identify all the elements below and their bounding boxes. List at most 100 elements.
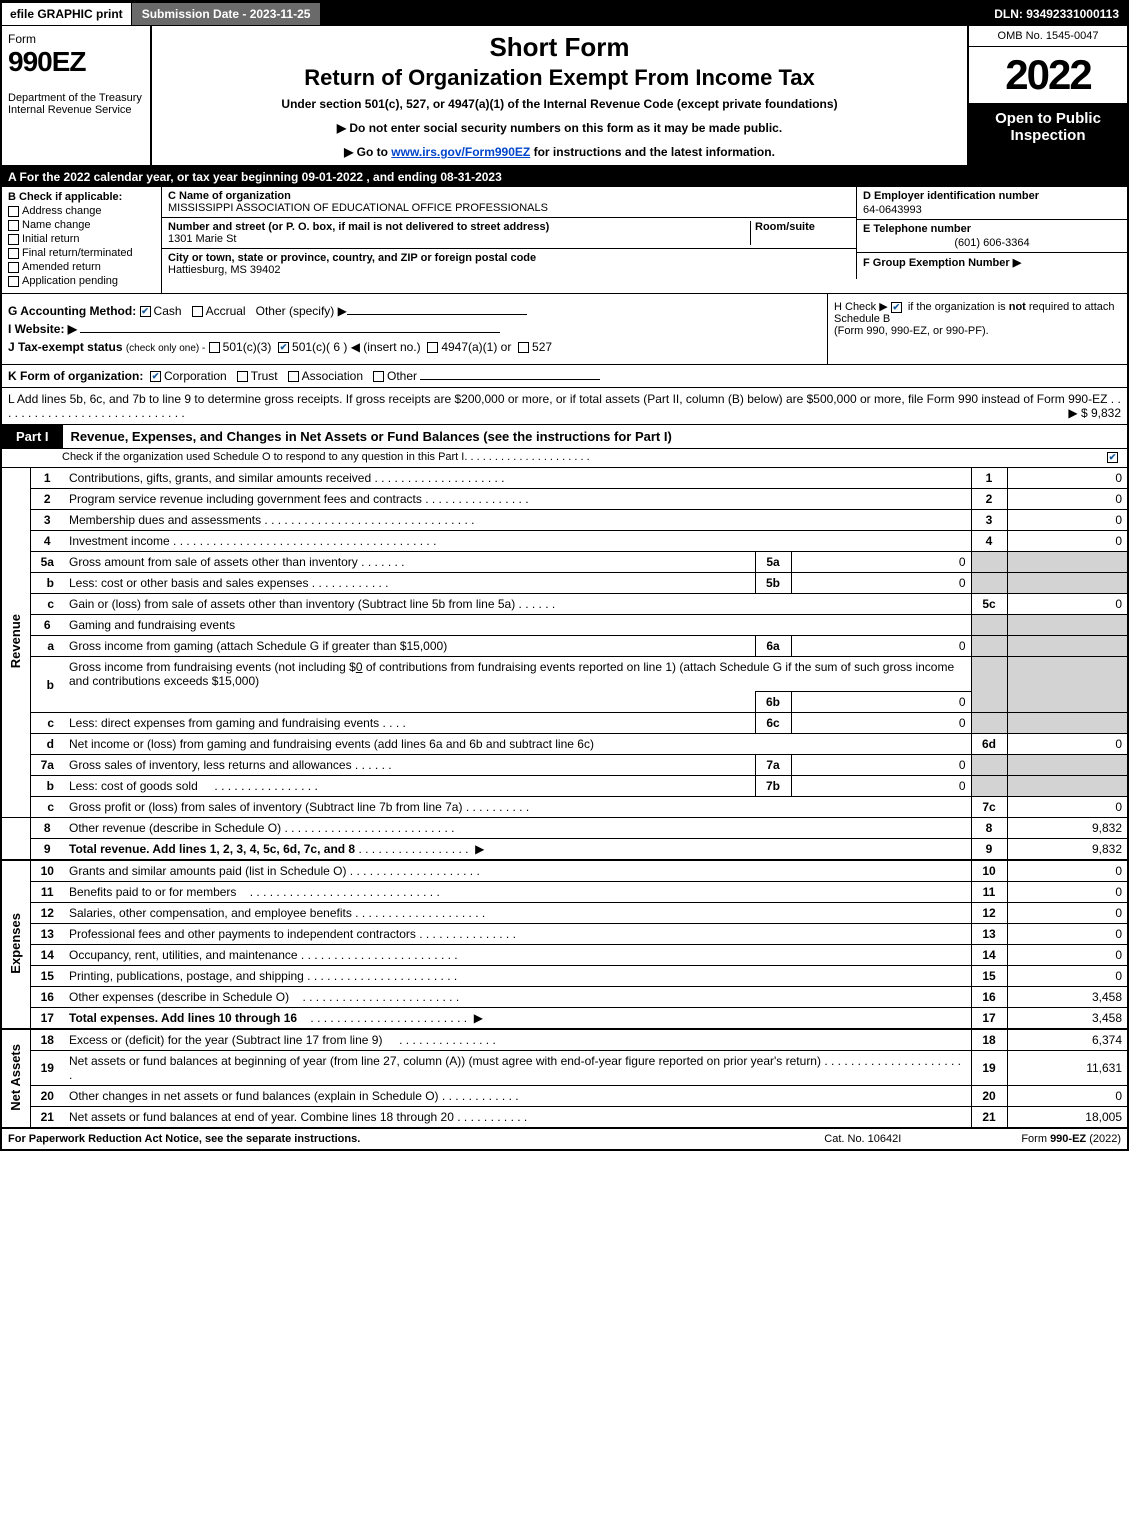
subtitle: Under section 501(c), 527, or 4947(a)(1)… (162, 97, 957, 111)
ln-6b-mid-v: 0 (791, 692, 971, 713)
chk-corporation[interactable] (150, 371, 161, 382)
ln-6b-shade-v (1007, 657, 1127, 713)
ln-2-box: 2 (971, 489, 1007, 510)
chk-amended-return[interactable] (8, 262, 19, 273)
ln-16-box: 16 (971, 987, 1007, 1008)
ln-15-desc: Printing, publications, postage, and shi… (64, 966, 971, 987)
h-text1: H Check ▶ (834, 301, 888, 313)
ln-20-val: 0 (1007, 1086, 1127, 1107)
ln-4-num: 4 (30, 531, 64, 552)
website-input[interactable] (80, 332, 500, 333)
ln-5a-shade (971, 552, 1007, 573)
ln-6-shade-v (1007, 615, 1127, 636)
irs-link[interactable]: www.irs.gov/Form990EZ (391, 145, 530, 159)
part-1-tab: Part I (2, 425, 63, 448)
ln-6b-desc-bot (64, 692, 755, 713)
chk-initial-return[interactable] (8, 234, 19, 245)
h-text4: (Form 990, 990-EZ, or 990-PF). (834, 325, 989, 337)
k-other-input[interactable] (420, 379, 600, 380)
ln-15-box: 15 (971, 966, 1007, 987)
ln-12-box: 12 (971, 903, 1007, 924)
ln-1-num: 1 (30, 468, 64, 489)
part-1-sub-text: Check if the organization used Schedule … (62, 451, 464, 463)
ln-12-desc: Salaries, other compensation, and employ… (64, 903, 971, 924)
b-item-5: Application pending (22, 275, 118, 287)
side-expenses: Expenses (2, 860, 30, 1029)
i-label: I Website: ▶ (8, 322, 77, 336)
ln-5a-mid-v: 0 (791, 552, 971, 573)
ln-2-val: 0 (1007, 489, 1127, 510)
b-item-1: Name change (22, 219, 91, 231)
chk-4947[interactable] (427, 342, 438, 353)
g-other-input[interactable] (347, 314, 527, 315)
ln-4-val: 0 (1007, 531, 1127, 552)
row-j: J Tax-exempt status (check only one) - 5… (8, 340, 821, 354)
ln-11-num: 11 (30, 882, 64, 903)
f-label: F Group Exemption Number ▶ (863, 257, 1021, 269)
ln-19-box: 19 (971, 1051, 1007, 1086)
chk-schedule-b[interactable] (891, 302, 902, 313)
ln-7a-shade (971, 755, 1007, 776)
ln-5c-desc: Gain or (loss) from sale of assets other… (64, 594, 971, 615)
ln-15-val: 0 (1007, 966, 1127, 987)
ln-6a-shade (971, 636, 1007, 657)
ln-5a-mid-n: 5a (755, 552, 791, 573)
ln-6a-desc: Gross income from gaming (attach Schedul… (64, 636, 755, 657)
ln-6c-shade-v (1007, 713, 1127, 734)
chk-cash[interactable] (140, 306, 151, 317)
org-street: 1301 Marie St (168, 233, 236, 245)
g-accrual: Accrual (206, 304, 246, 318)
k-opt-1: Trust (251, 369, 278, 383)
chk-association[interactable] (288, 371, 299, 382)
chk-application-pending[interactable] (8, 276, 19, 287)
ln-6c-mid-n: 6c (755, 713, 791, 734)
chk-trust[interactable] (237, 371, 248, 382)
chk-accrual[interactable] (192, 306, 203, 317)
chk-address-change[interactable] (8, 206, 19, 217)
chk-other-org[interactable] (373, 371, 384, 382)
section-def: D Employer identification number 64-0643… (857, 187, 1127, 279)
ln-6a-num: a (30, 636, 64, 657)
row-k: K Form of organization: Corporation Trus… (2, 365, 1127, 388)
chk-schedule-o[interactable] (1107, 452, 1118, 463)
g-label: G Accounting Method: (8, 304, 136, 318)
row-l: L Add lines 5b, 6c, and 7b to line 9 to … (2, 388, 1127, 425)
ln-6a-mid-n: 6a (755, 636, 791, 657)
ln-15-num: 15 (30, 966, 64, 987)
ln-10-box: 10 (971, 860, 1007, 882)
k-opt-3: Other (387, 369, 417, 383)
ln-7a-desc: Gross sales of inventory, less returns a… (64, 755, 755, 776)
ln-21-desc: Net assets or fund balances at end of ye… (64, 1107, 971, 1128)
ln-14-num: 14 (30, 945, 64, 966)
chk-final-return[interactable] (8, 248, 19, 259)
ln-17-desc: Total expenses. Add lines 10 through 16 … (64, 1008, 971, 1030)
ln-16-num: 16 (30, 987, 64, 1008)
c-street-label: Number and street (or P. O. box, if mail… (168, 221, 549, 233)
submission-date-button[interactable]: Submission Date - 2023-11-25 (131, 2, 322, 26)
section-b: B Check if applicable: Address change Na… (2, 187, 162, 293)
k-opt-2: Association (302, 369, 363, 383)
chk-501c[interactable] (278, 342, 289, 353)
ln-5b-mid-v: 0 (791, 573, 971, 594)
ln-6d-val: 0 (1007, 734, 1127, 755)
chk-527[interactable] (518, 342, 529, 353)
ln-5a-num: 5a (30, 552, 64, 573)
ln-10-val: 0 (1007, 860, 1127, 882)
form-990ez-page: efile GRAPHIC print Submission Date - 20… (0, 0, 1129, 1151)
h-not: not (1009, 301, 1026, 313)
bf-block: B Check if applicable: Address change Na… (2, 187, 1127, 294)
ln-14-val: 0 (1007, 945, 1127, 966)
ln-6c-desc: Less: direct expenses from gaming and fu… (64, 713, 755, 734)
chk-501c3[interactable] (209, 342, 220, 353)
part-1-title: Revenue, Expenses, and Changes in Net As… (63, 425, 1127, 448)
ln-3-desc: Membership dues and assessments . . . . … (64, 510, 971, 531)
chk-name-change[interactable] (8, 220, 19, 231)
row-a-tax-year: A For the 2022 calendar year, or tax yea… (2, 167, 1127, 187)
side-netassets: Net Assets (2, 1029, 30, 1127)
ln-18-desc: Excess or (deficit) for the year (Subtra… (64, 1029, 971, 1051)
ln-11-desc: Benefits paid to or for members . . . . … (64, 882, 971, 903)
omb-number: OMB No. 1545-0047 (969, 26, 1127, 47)
ln-3-box: 3 (971, 510, 1007, 531)
ln-8-num: 8 (30, 818, 64, 839)
ln-8-val: 9,832 (1007, 818, 1127, 839)
